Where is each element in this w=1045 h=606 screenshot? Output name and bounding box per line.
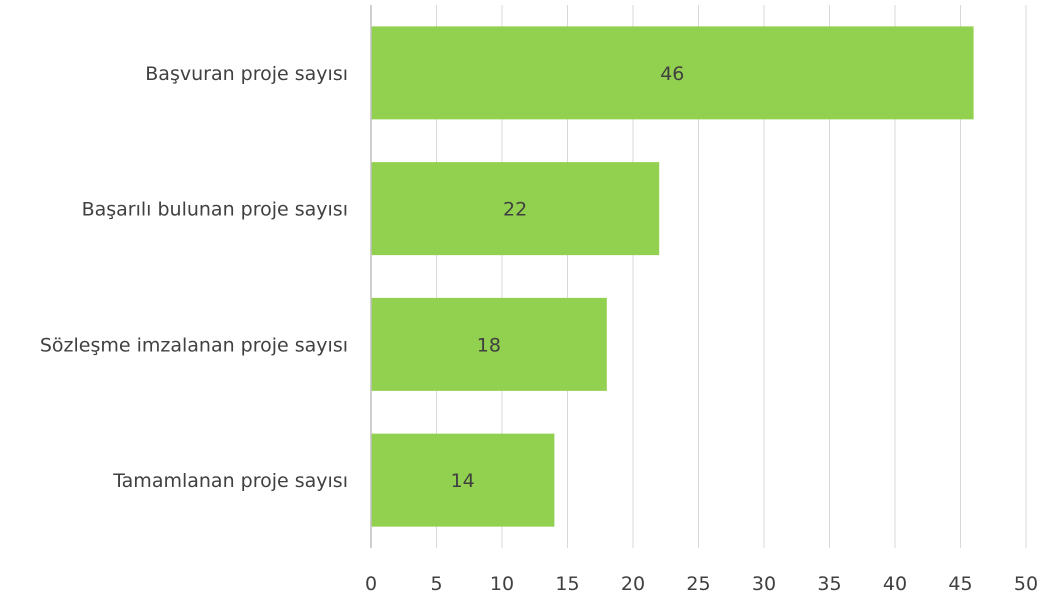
x-tick-label-20: 20 — [621, 573, 645, 595]
x-tick-label-45: 45 — [948, 573, 972, 595]
category-label-3: Sözleşme imzalanan proje sayısı — [40, 334, 348, 356]
data-label-1: 46 — [660, 63, 684, 85]
x-tick-label-5: 5 — [430, 573, 442, 595]
bar-3 — [371, 297, 607, 391]
data-label-2: 22 — [503, 199, 527, 221]
data-label-4: 14 — [451, 470, 475, 492]
bar-4 — [371, 433, 555, 527]
x-tick-label-30: 30 — [752, 573, 776, 595]
x-tick-label-40: 40 — [883, 573, 907, 595]
labels: 46 Başvuran proje sayısı 22 Başarılı buluna… — [40, 63, 685, 492]
x-tick-label-10: 10 — [490, 573, 514, 595]
category-label-2: Başarılı bulunan proje sayısı — [82, 199, 348, 221]
bar-2 — [371, 162, 660, 256]
x-tick-label-15: 15 — [555, 573, 579, 595]
x-tick-label-25: 25 — [686, 573, 710, 595]
data-label-3: 18 — [477, 334, 501, 356]
bars — [371, 26, 974, 527]
x-tick-label-0: 0 — [365, 573, 377, 595]
axes: 0 5 10 15 20 25 30 35 40 45 50 — [365, 5, 1038, 595]
category-label-1: Başvuran proje sayısı — [145, 63, 348, 85]
x-tick-label-35: 35 — [817, 573, 841, 595]
x-tick-label-50: 50 — [1014, 573, 1038, 595]
bar-1 — [371, 26, 974, 120]
category-label-4: Tamamlanan proje sayısı — [112, 470, 348, 492]
